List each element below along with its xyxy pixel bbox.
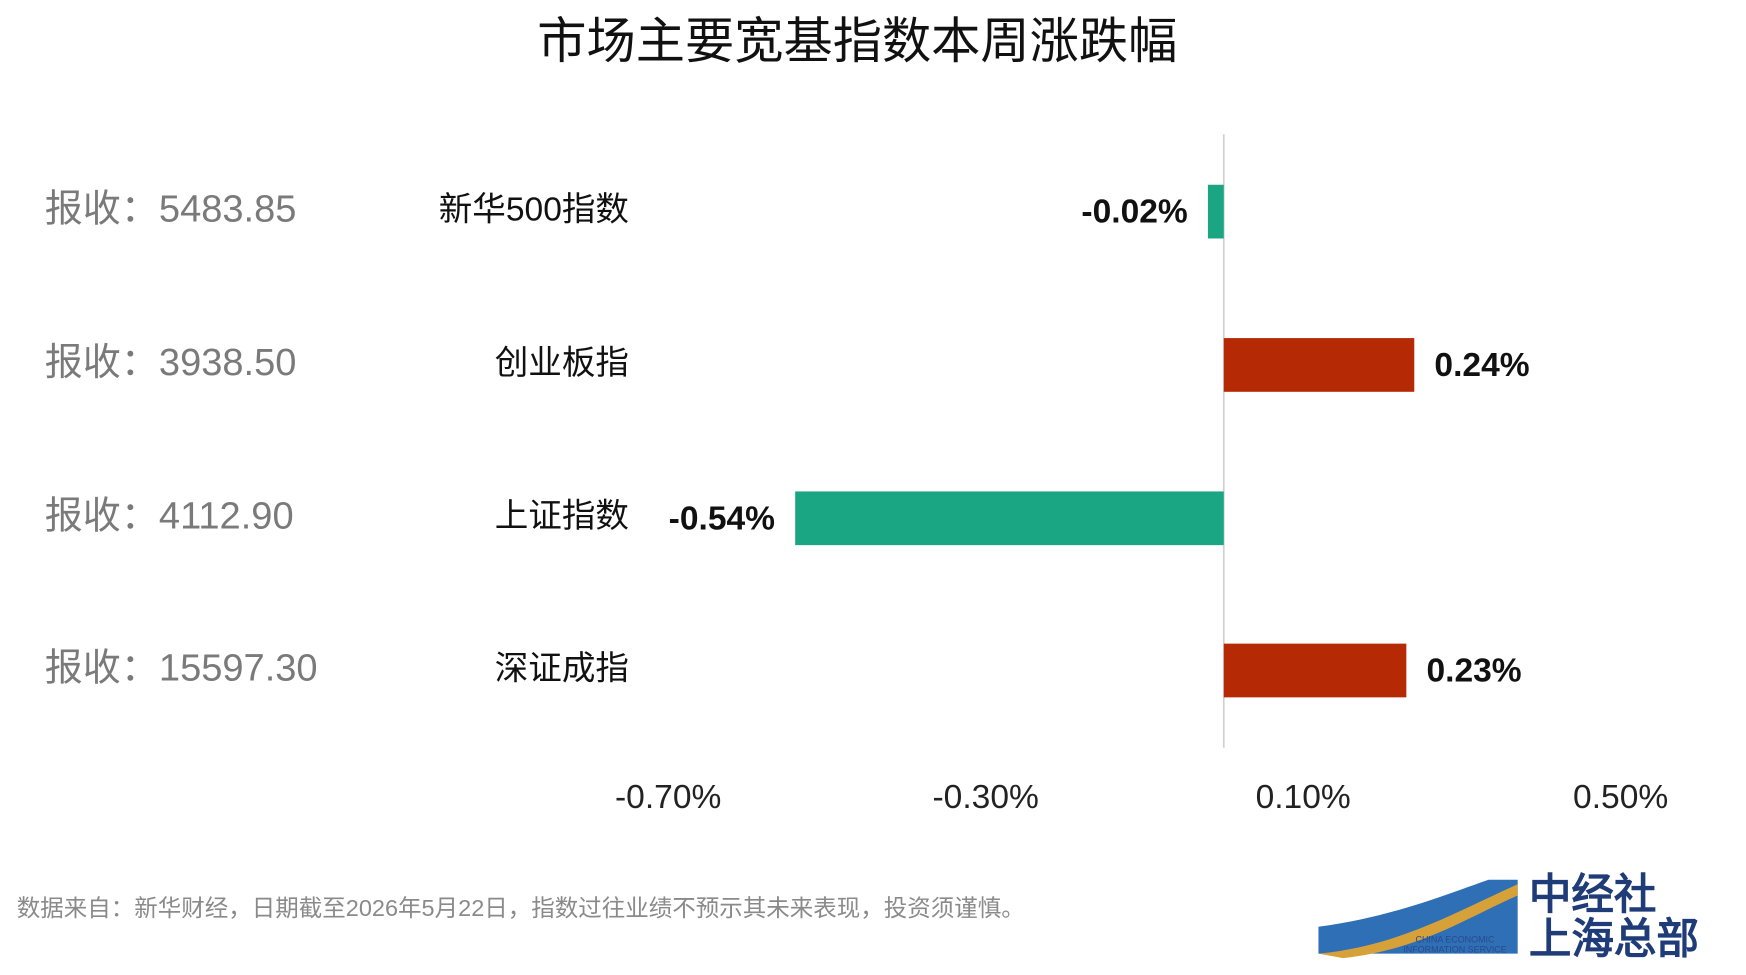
x-tick-label: -0.70% [615,779,721,816]
logo-swoosh [1318,879,1518,954]
close-annotation: 报收：15597.30 [45,648,318,690]
y-tick-label: 新华500指数 [439,190,629,228]
value-label: -0.54% [669,500,775,537]
logo-en: INFORMATION SERVICE [1403,945,1506,955]
bar [1223,338,1415,392]
logo: CHINA ECONOMIC INFORMATION SERVICE 中经社 上… [1318,871,1699,964]
logo-sub: 上海总部 [1529,916,1699,964]
value-label: 0.23% [1426,653,1521,690]
value-label: 0.24% [1434,347,1529,384]
x-tick-label: 0.10% [1256,779,1351,816]
bar [795,491,1224,546]
bar [1223,643,1407,698]
y-tick-label: 深证成指 [495,649,629,687]
value-label: -0.02% [1081,194,1187,231]
x-tick-label: -0.30% [932,779,1038,816]
y-tick-label: 上证指数 [495,497,629,535]
logo-name: 中经社 [1529,871,1657,919]
chart-title: 市场主要宽基指数本周涨跌幅 [537,14,1177,69]
bar [1207,184,1224,239]
close-annotation: 报收：4112.90 [45,495,294,537]
y-tick-label: 创业板指 [495,344,629,382]
source-note: 数据来自：新华财经，日期截至2026年5月22日，指数过往业绩不预示其未来表现，… [17,895,1025,921]
close-annotation: 报收：3938.50 [45,342,297,384]
logo-en: CHINA ECONOMIC [1416,935,1495,945]
x-tick-label: 0.50% [1573,779,1668,816]
close-annotation: 报收：5483.85 [45,189,297,231]
